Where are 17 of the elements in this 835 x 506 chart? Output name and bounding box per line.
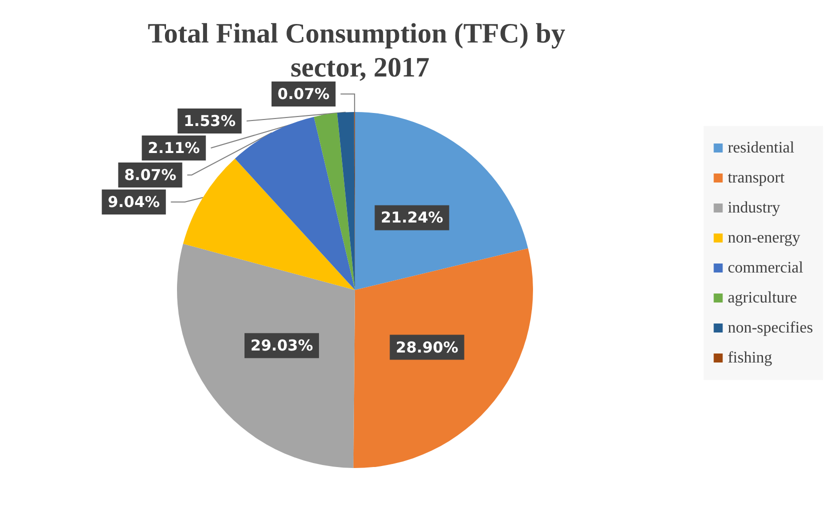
legend-label: industry — [728, 200, 780, 216]
legend-label: transport — [728, 170, 786, 186]
legend-label: residential — [728, 140, 795, 156]
data-label: 2.11% — [148, 139, 200, 157]
data-label: 0.07% — [278, 85, 330, 103]
data-label: 29.03% — [250, 336, 313, 355]
data-label: 28.90% — [396, 338, 458, 356]
data-label: 21.24% — [380, 208, 444, 227]
legend-label: commercial — [728, 260, 804, 276]
legend-label: agriculture — [728, 290, 797, 306]
data-label: 1.53% — [184, 112, 236, 130]
data-label: 9.04% — [108, 193, 160, 211]
chart-title: Total Final Consumption (TFC) by sector, 2017 — [148, 18, 572, 84]
legend-label: non-energy — [728, 230, 800, 246]
legend-label: non-specifies — [728, 320, 814, 336]
data-label: 8.07% — [124, 166, 176, 184]
legend-label: fishing — [728, 350, 772, 366]
